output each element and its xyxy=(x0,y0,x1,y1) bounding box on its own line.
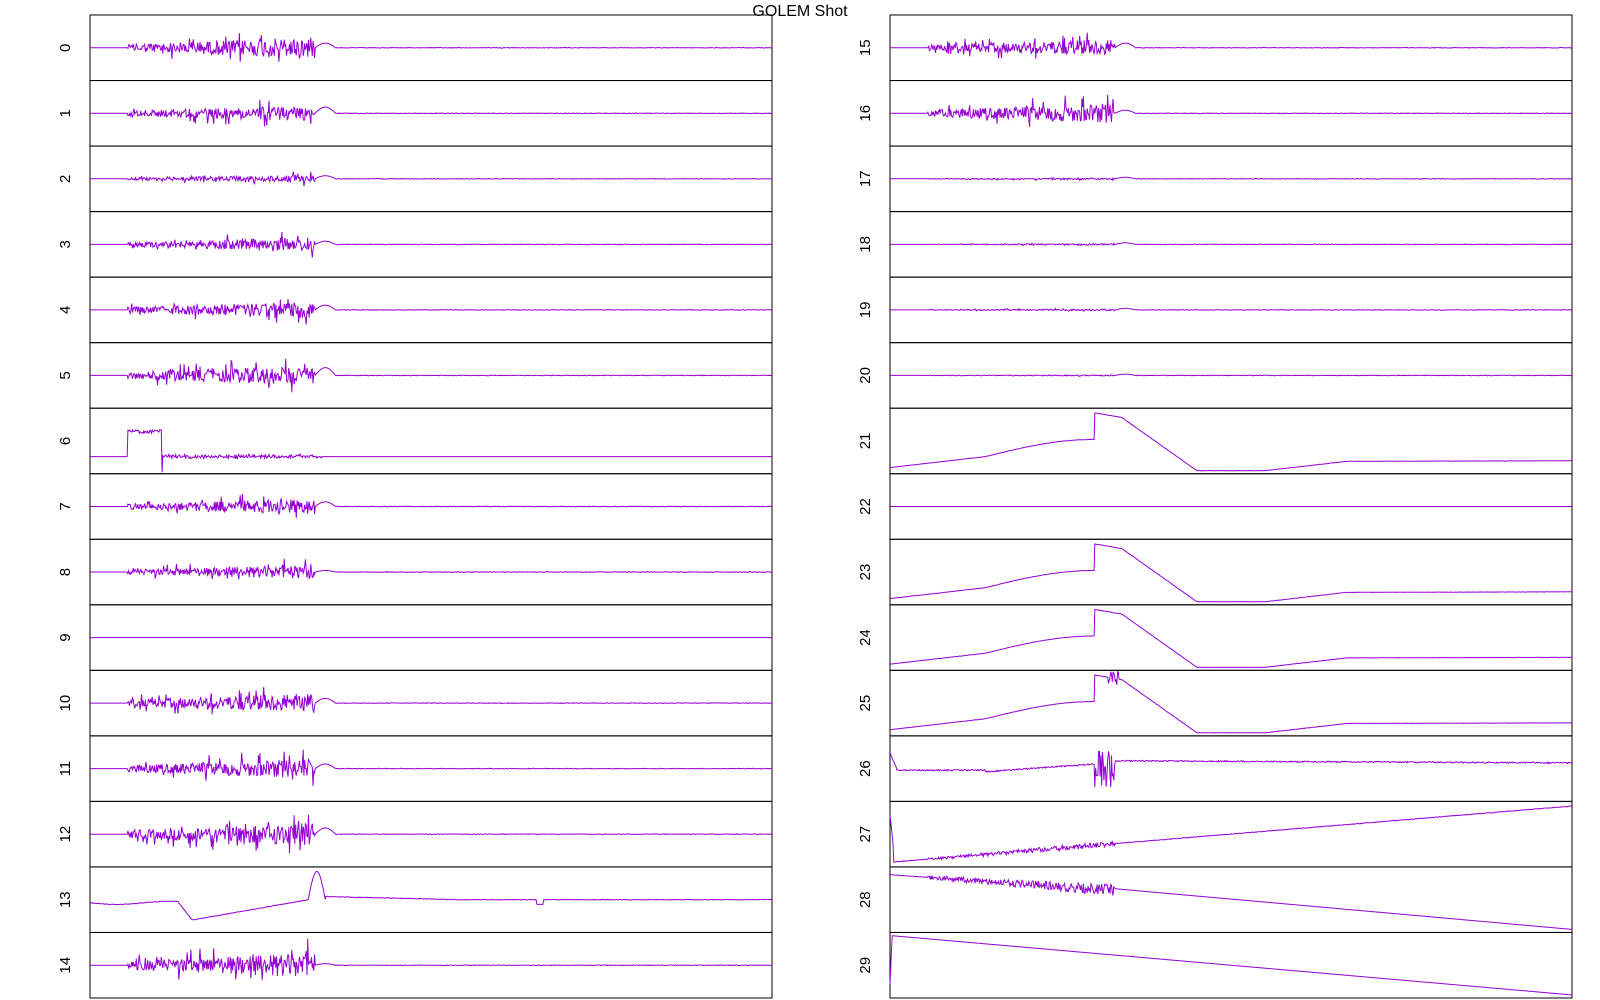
channel-panel-8: 8 xyxy=(57,538,773,606)
channel-panel-18: 18 xyxy=(857,211,1573,278)
channel-panel-17: 17 xyxy=(857,145,1573,213)
series-line-11 xyxy=(90,749,773,786)
series-line-25 xyxy=(890,671,1573,734)
channel-panel-13: 13 xyxy=(57,866,773,933)
series-line-3 xyxy=(90,231,773,258)
channel-panel-3: 3 xyxy=(57,211,773,278)
channel-label: 1 xyxy=(57,109,74,117)
panel-frame xyxy=(889,931,1573,999)
series-line-21 xyxy=(889,412,1573,472)
channel-panel-14: 14 xyxy=(57,931,773,999)
channel-panel-26: 26 xyxy=(857,735,1573,802)
series-line-16 xyxy=(890,94,1573,127)
channel-label: 5 xyxy=(57,371,74,379)
series-line-13 xyxy=(89,870,773,921)
channel-label: 29 xyxy=(857,957,874,974)
channel-panel-16: 16 xyxy=(857,80,1573,147)
channel-label: 26 xyxy=(857,760,874,777)
channel-panel-28: 28 xyxy=(857,866,1573,933)
channel-label: 6 xyxy=(57,437,74,445)
channel-label: 7 xyxy=(57,502,74,510)
channel-panel-4: 4 xyxy=(57,276,773,344)
channel-label: 4 xyxy=(57,306,74,314)
channel-label: 18 xyxy=(857,236,874,253)
channel-label: 14 xyxy=(57,957,74,974)
series-line-0 xyxy=(90,33,773,62)
series-line-19 xyxy=(890,307,1572,312)
panel-frame xyxy=(889,604,1573,671)
channel-label: 15 xyxy=(857,39,874,56)
series-line-24 xyxy=(889,609,1572,668)
channel-panel-9: 9 xyxy=(57,604,773,671)
channel-panel-12: 12 xyxy=(57,800,773,868)
panel-frame xyxy=(889,538,1573,606)
channel-label: 20 xyxy=(857,367,874,384)
series-line-15 xyxy=(890,32,1573,59)
series-line-1 xyxy=(90,99,773,127)
series-line-2 xyxy=(90,171,772,187)
channel-panel-27: 27 xyxy=(857,800,1573,868)
series-line-12 xyxy=(90,814,773,854)
channel-label: 0 xyxy=(57,44,74,52)
channel-panel-24: 24 xyxy=(857,604,1573,671)
series-line-23 xyxy=(889,543,1573,603)
channel-label: 11 xyxy=(57,761,74,777)
channel-panel-22: 22 xyxy=(857,473,1573,540)
channel-label: 3 xyxy=(57,240,74,248)
channel-label: 23 xyxy=(857,564,874,581)
series-line-26 xyxy=(889,750,1573,788)
channel-label: 24 xyxy=(857,629,874,646)
channel-panel-1: 1 xyxy=(57,80,773,147)
series-line-6 xyxy=(90,428,772,473)
chart-title: GOLEM Shot xyxy=(752,3,848,20)
channel-label: 25 xyxy=(857,695,874,712)
series-line-5 xyxy=(90,358,773,393)
channel-panel-10: 10 xyxy=(57,669,773,737)
series-line-14 xyxy=(90,938,773,980)
channel-label: 9 xyxy=(57,633,74,641)
channel-label: 28 xyxy=(857,891,874,908)
series-line-4 xyxy=(90,299,773,325)
series-line-17 xyxy=(890,176,1573,182)
channel-label: 8 xyxy=(57,568,74,576)
panel-frame xyxy=(889,407,1573,475)
channel-label: 17 xyxy=(857,170,874,187)
channel-panel-15: 15 xyxy=(857,14,1573,82)
series-line-28 xyxy=(890,874,1573,930)
channel-label: 10 xyxy=(57,695,74,712)
channel-panel-0: 0 xyxy=(57,14,773,82)
channel-label: 12 xyxy=(57,826,74,843)
channel-panel-29: 29 xyxy=(857,931,1573,999)
series-line-20 xyxy=(890,373,1573,378)
series-line-29 xyxy=(889,935,1572,996)
channel-panel-5: 5 xyxy=(57,342,773,409)
panel-frame xyxy=(89,407,773,475)
channel-panel-23: 23 xyxy=(857,538,1573,606)
channel-panel-7: 7 xyxy=(57,473,773,540)
channel-panel-2: 2 xyxy=(57,145,773,213)
panel-frame xyxy=(889,669,1573,737)
channel-label: 21 xyxy=(857,433,874,450)
series-line-10 xyxy=(90,687,773,715)
channel-panel-20: 20 xyxy=(857,342,1573,409)
series-line-27 xyxy=(889,805,1573,863)
channel-label: 19 xyxy=(857,302,874,319)
channel-label: 2 xyxy=(57,175,74,183)
channel-panel-6: 6 xyxy=(57,407,773,475)
panel-frame xyxy=(889,735,1573,802)
channel-label: 16 xyxy=(857,105,874,122)
series-line-7 xyxy=(90,493,773,518)
channel-panel-21: 21 xyxy=(857,407,1573,475)
channel-panel-11: 11 xyxy=(57,735,773,802)
channel-panel-19: 19 xyxy=(857,276,1573,344)
channel-label: 22 xyxy=(857,498,874,515)
panel-frame xyxy=(889,866,1573,933)
series-line-8 xyxy=(90,558,773,580)
series-line-18 xyxy=(890,242,1573,247)
channel-label: 13 xyxy=(57,891,74,908)
channel-panel-25: 25 xyxy=(857,669,1573,737)
channel-label: 27 xyxy=(857,826,874,843)
